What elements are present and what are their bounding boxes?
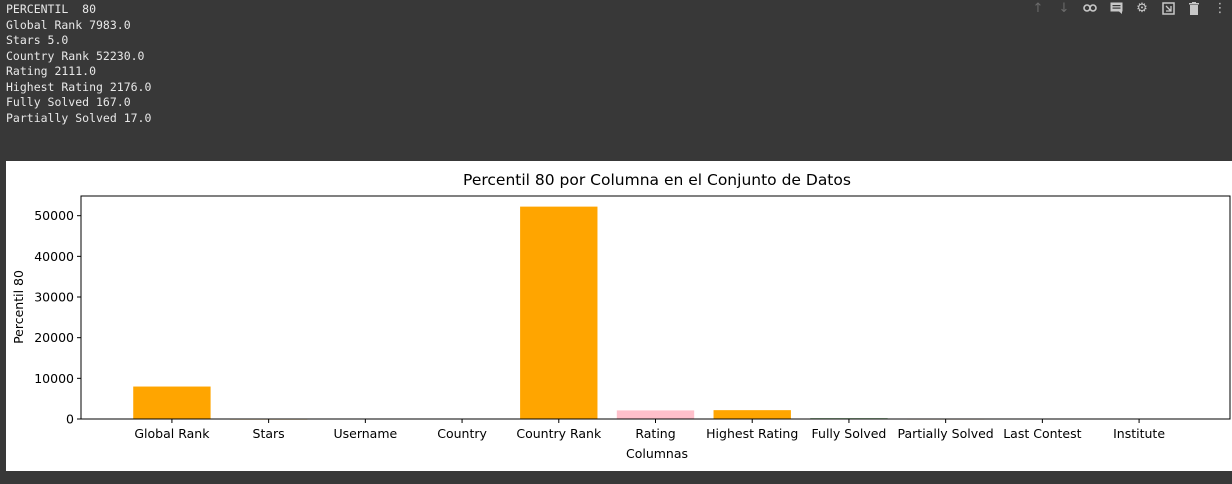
x-tick-label: Rating: [635, 426, 675, 441]
x-tick-label: Username: [333, 426, 397, 441]
plot-frame: [80, 195, 1231, 420]
x-tick-label: Global Rank: [134, 426, 210, 441]
bars-group: [133, 206, 985, 420]
mirror-cell-icon[interactable]: [1160, 1, 1176, 15]
chart-title: Percentil 80 por Columna en el Conjunto …: [463, 171, 851, 189]
output-line: Stars 5.0: [6, 33, 69, 47]
link-icon[interactable]: [1082, 1, 1098, 15]
y-tick-label: 30000: [34, 290, 74, 305]
x-tick-label: Last Contest: [1003, 426, 1081, 441]
bar-chart-figure: Percentil 80 por Columna en el Conjunto …: [6, 161, 1232, 471]
bar-highest-rating: [713, 410, 791, 419]
y-tick-label: 10000: [34, 371, 74, 386]
gear-icon[interactable]: ⚙: [1136, 0, 1148, 16]
output-line: Rating 2111.0: [6, 64, 97, 78]
x-axis: Global Rank Stars Username Country Country R…: [134, 419, 1165, 441]
x-tick-label: Partially Solved: [898, 426, 994, 441]
x-tick-label: Stars: [253, 426, 285, 441]
y-tick-label: 20000: [34, 330, 74, 345]
bar-country-rank: [520, 206, 598, 419]
more-icon[interactable]: ⋮: [1213, 0, 1227, 16]
output-line: Global Rank 7983.0: [6, 17, 131, 32]
x-tick-label: Country: [437, 426, 487, 441]
x-axis-label: Columnas: [626, 446, 688, 461]
output-line: Partially Solved 17.0: [6, 110, 152, 125]
comment-icon[interactable]: [1108, 1, 1124, 15]
output-line: Fully Solved 167.0: [6, 95, 131, 109]
x-tick-label: Institute: [1113, 426, 1165, 441]
delete-icon[interactable]: [1186, 1, 1202, 15]
arrow-down-icon[interactable]: ↓: [1058, 0, 1070, 16]
bar-global-rank: [133, 386, 211, 419]
y-axis-label: Percentil 80: [11, 270, 26, 344]
y-tick-label: 40000: [34, 249, 74, 264]
x-tick-label: Country Rank: [516, 426, 602, 441]
output-line: PERCENTIL 80: [6, 2, 97, 16]
x-tick-label: Fully Solved: [812, 426, 887, 441]
y-tick-label: 50000: [34, 208, 74, 223]
cell-toolbar: ↑ ↓ ⚙ ⋮: [1018, 0, 1232, 16]
output-line: Country Rank 52230.0: [6, 48, 145, 63]
output-line: Highest Rating 2176.0: [6, 79, 152, 94]
x-tick-label: Highest Rating: [706, 426, 798, 441]
y-axis: 0 10000 20000 30000 40000 50000: [34, 208, 81, 427]
y-tick-label: 0: [66, 412, 74, 427]
arrow-up-icon[interactable]: ↑: [1032, 0, 1044, 16]
bar-chart: Percentil 80 por Columna en el Conjunto …: [11, 171, 1231, 461]
bar-rating: [616, 410, 695, 419]
cell-output-text: PERCENTIL 80 Global Rank 7983.0 Stars 5.…: [6, 2, 151, 126]
